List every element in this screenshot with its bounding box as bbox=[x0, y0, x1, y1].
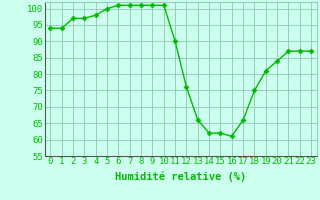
X-axis label: Humidité relative (%): Humidité relative (%) bbox=[115, 172, 246, 182]
